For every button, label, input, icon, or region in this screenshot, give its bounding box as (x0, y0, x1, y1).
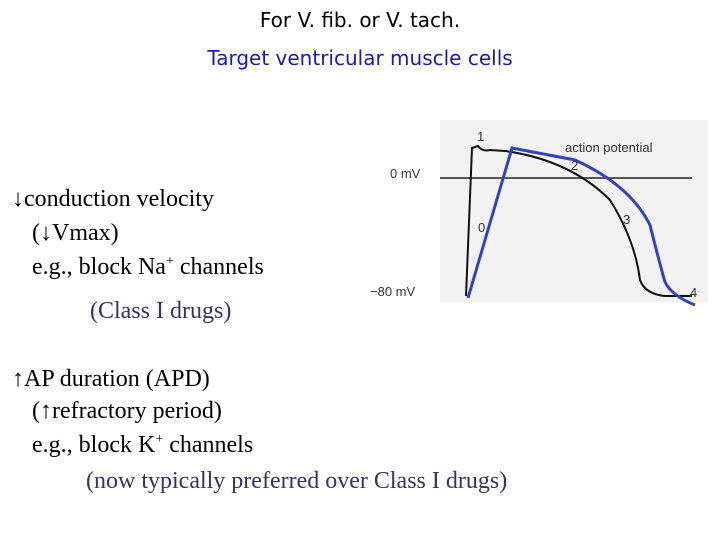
bullet-note: (now typically preferred over Class I dr… (86, 468, 508, 494)
bullet-example: e.g., block Na+ channels (32, 254, 264, 281)
phase-label: 3 (623, 212, 630, 227)
bullet-text: conduction velocity (24, 186, 214, 212)
bullet-note: (Class I drugs) (90, 298, 232, 324)
phase-label: 0 (478, 220, 485, 235)
action-potential-curve (465, 144, 692, 297)
text: e.g., block K (32, 432, 156, 458)
phase-label: 4 (690, 285, 697, 300)
bullet-example: e.g., block K+ channels (32, 432, 253, 459)
zero-label: 0 mV (390, 166, 421, 181)
rest-label: −80 mV (370, 284, 415, 299)
bullet-symbol: ↑ (12, 366, 24, 392)
phase-label: 2 (571, 158, 578, 173)
text: channels (173, 254, 264, 280)
subtitle: Target ventricular muscle cells (207, 46, 513, 70)
text: e.g., block Na (32, 254, 166, 280)
bullet-symbol: ↓ (12, 186, 24, 212)
bullet-detail: (↓Vmax) (32, 220, 119, 246)
superscript: + (155, 432, 164, 447)
bullet-detail: (↑refractory period) (32, 398, 222, 424)
phase-label: 1 (477, 129, 484, 144)
text: channels (163, 432, 254, 458)
bullet: ↓conduction velocity (12, 186, 214, 213)
prolonged-curve (466, 146, 696, 307)
bullet-text: AP duration (APD) (24, 366, 210, 392)
caption: action potential (565, 140, 653, 155)
title-line: For V. fib. or V. tach. (259, 8, 461, 32)
bullet: ↑AP duration (APD) (12, 366, 210, 393)
superscript: + (165, 254, 174, 269)
